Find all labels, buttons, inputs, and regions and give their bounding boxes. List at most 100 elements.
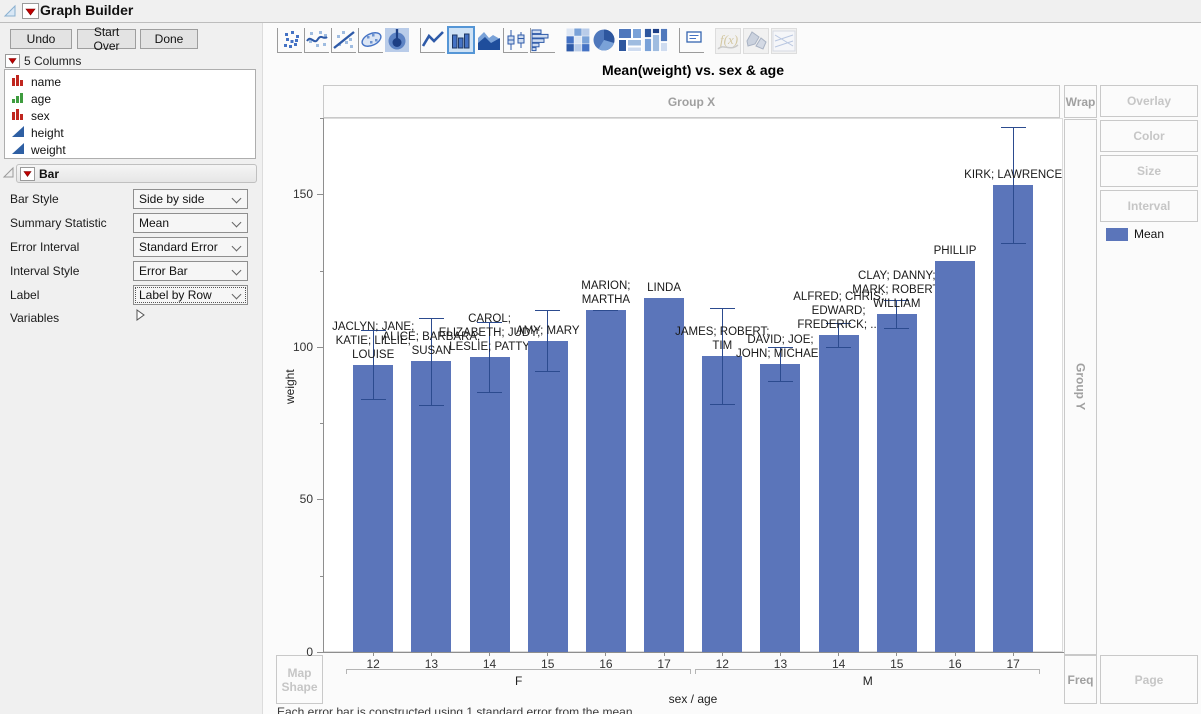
map-shapes-icon [743,28,769,54]
nominal-red-bars-icon [11,108,25,124]
drop-zone-wrap[interactable]: Wrap [1064,85,1097,118]
bar-M14[interactable] [819,335,859,652]
dropdown-interval-style[interactable]: Error Bar [133,261,248,281]
x-tick [547,652,548,656]
error-bar-line [780,347,781,381]
error-bar-cap [535,310,560,311]
treemap-icon[interactable] [618,28,642,52]
chevron-down-icon [232,266,242,276]
caption-box-icon[interactable] [679,28,704,53]
box-plot-icon[interactable] [503,28,528,53]
error-bar-cap [419,318,444,319]
outline-collapse-icon[interactable] [2,3,18,24]
points-icon[interactable] [277,28,302,53]
columns-panel-header: 5 Columns [24,54,81,68]
drop-zone-size[interactable]: Size [1100,155,1198,187]
column-item-name[interactable]: name [11,73,249,91]
bar-F14[interactable] [470,357,510,652]
contour-icon[interactable] [385,28,409,52]
y-major-tick [317,499,323,500]
bar-F17[interactable] [644,298,684,652]
x-tick [373,652,374,656]
drop-zone-interval[interactable]: Interval [1100,190,1198,222]
bar-M17[interactable] [993,185,1033,652]
y-tick-label: 0 [283,645,313,659]
ordinal-green-bars-icon [11,91,25,107]
dropdown-error-interval[interactable]: Standard Error [133,237,248,257]
y-major-tick [317,347,323,348]
drop-zone-freq[interactable]: Freq [1064,655,1097,704]
error-bar-cap [710,404,735,405]
parallel-plot-icon [771,28,797,54]
group-label-F: F [346,674,691,688]
legend-mean-swatch[interactable] [1106,228,1128,241]
bar-red-triangle-icon[interactable] [20,167,35,181]
control-label-error-interval: Error Interval [10,237,79,257]
bar-M15[interactable] [877,314,917,652]
heatmap-icon[interactable] [566,28,590,52]
x-tick [896,652,897,656]
drop-zone-overlay[interactable]: Overlay [1100,85,1198,117]
pie-chart-icon[interactable] [592,28,616,52]
columns-red-triangle-icon[interactable] [5,54,20,68]
x-tick [664,652,665,656]
x-tick [722,652,723,656]
dropdown-summary-statistic[interactable]: Mean [133,213,248,233]
ellipse-icon[interactable] [358,28,383,53]
error-bar-line [1013,127,1014,243]
error-bar-cap [593,310,618,311]
line-of-fit-icon[interactable] [331,28,356,53]
bar-F15[interactable] [528,341,568,652]
column-item-sex[interactable]: sex [11,107,249,125]
y-major-tick [317,652,323,653]
bar-F12[interactable] [353,365,393,652]
x-tick [489,652,490,656]
chevron-down-icon [232,290,242,300]
line-chart-icon[interactable] [420,28,445,53]
x-tick [780,652,781,656]
y-minor-tick [320,576,323,577]
bar-panel-collapse-icon[interactable] [2,166,15,184]
mosaic-icon[interactable] [644,28,668,52]
column-item-height[interactable]: height [11,124,249,142]
x-axis-line [323,652,1064,653]
dropdown-bar-style[interactable]: Side by side [133,189,248,209]
bar-panel-header[interactable]: Bar [16,164,257,183]
error-bar-line [722,308,723,403]
area-chart-icon[interactable] [477,28,501,52]
continuous-blue-triangle-icon [11,142,25,158]
smoother-icon[interactable] [304,28,329,53]
column-name: sex [31,109,50,123]
y-axis-title: weight [283,369,297,404]
column-item-weight[interactable]: weight [11,141,249,159]
bar-M13[interactable] [760,364,800,652]
column-item-age[interactable]: age [11,90,249,108]
red-triangle-menu-icon[interactable] [22,3,39,19]
error-bar-cap [768,381,793,382]
drop-zone-color[interactable]: Color [1100,120,1198,152]
y-minor-tick [320,271,323,272]
chart-title: Mean(weight) vs. sex & age [323,62,1063,78]
svg-text:f(x): f(x) [720,32,738,47]
dropdown-label[interactable]: Label by Row [133,285,248,305]
control-label-summary-statistic: Summary Statistic [10,213,107,233]
bar-chart-icon[interactable] [447,26,475,54]
histogram-icon[interactable] [530,28,555,53]
drop-zone-group-x[interactable]: Group X [323,85,1060,118]
columns-list: nameage sexheightweight [4,69,256,159]
error-bar-line [896,300,897,327]
column-name: age [31,92,51,106]
bar-F16[interactable] [586,310,626,652]
chevron-down-icon [232,242,242,252]
drop-zone-map-shape[interactable]: Map Shape [276,655,323,704]
variables-expand-icon[interactable] [134,308,146,327]
bar-M16[interactable] [935,261,975,652]
undo-button[interactable]: Undo [10,29,72,49]
error-bar-line [431,318,432,405]
drop-zone-group-y[interactable]: Group Y [1064,119,1097,655]
start-over-button[interactable]: Start Over [77,29,136,49]
done-button[interactable]: Done [140,29,198,49]
drop-zone-page[interactable]: Page [1100,655,1198,704]
y-minor-tick [320,423,323,424]
y-minor-tick [320,118,323,119]
